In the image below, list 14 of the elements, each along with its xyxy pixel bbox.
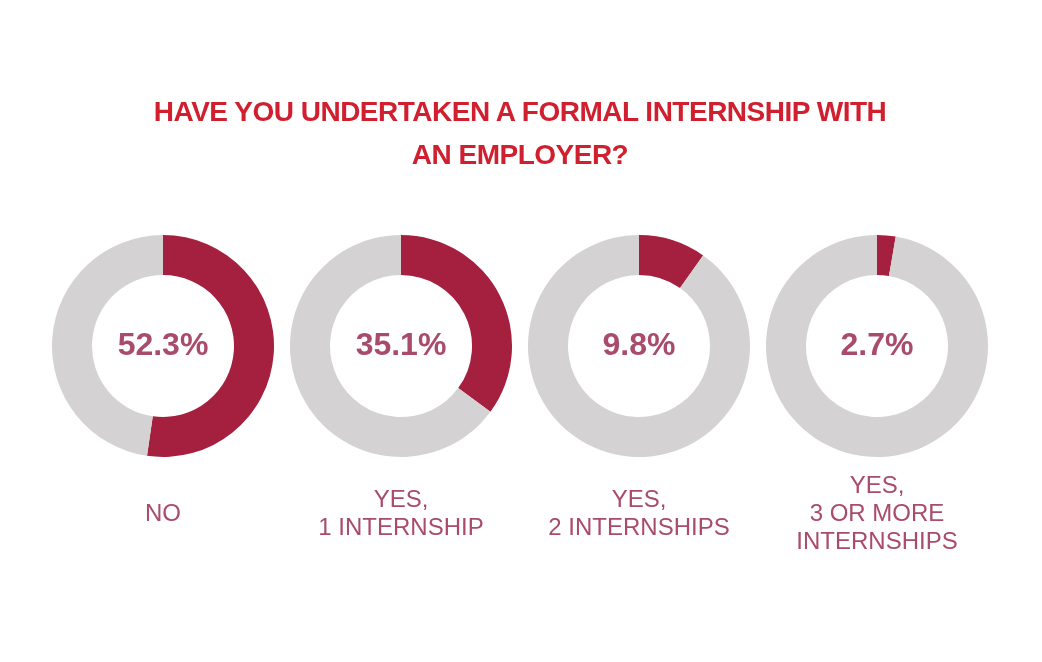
donut-slice (528, 235, 750, 457)
data-label: 9.8% (602, 326, 676, 362)
text: NO (145, 499, 181, 527)
donut-slice (639, 235, 704, 289)
donut-slice (290, 235, 491, 457)
text: YES, 3 OR MORE INTERNSHIPS (796, 471, 958, 555)
text: YES, 1 INTERNSHIP (318, 485, 484, 541)
text: HAVE YOU UNDERTAKEN A FORMAL INTERNSHIP WITH AN EMPLOYER? (152, 95, 888, 172)
donut-slice (877, 235, 896, 277)
data-label: 52.3% (117, 326, 209, 362)
donut-slice (766, 235, 988, 457)
data-label: 35.1% (355, 326, 447, 362)
text: YES, 2 INTERNSHIPS (548, 485, 730, 541)
data-label: 2.7% (840, 326, 914, 362)
